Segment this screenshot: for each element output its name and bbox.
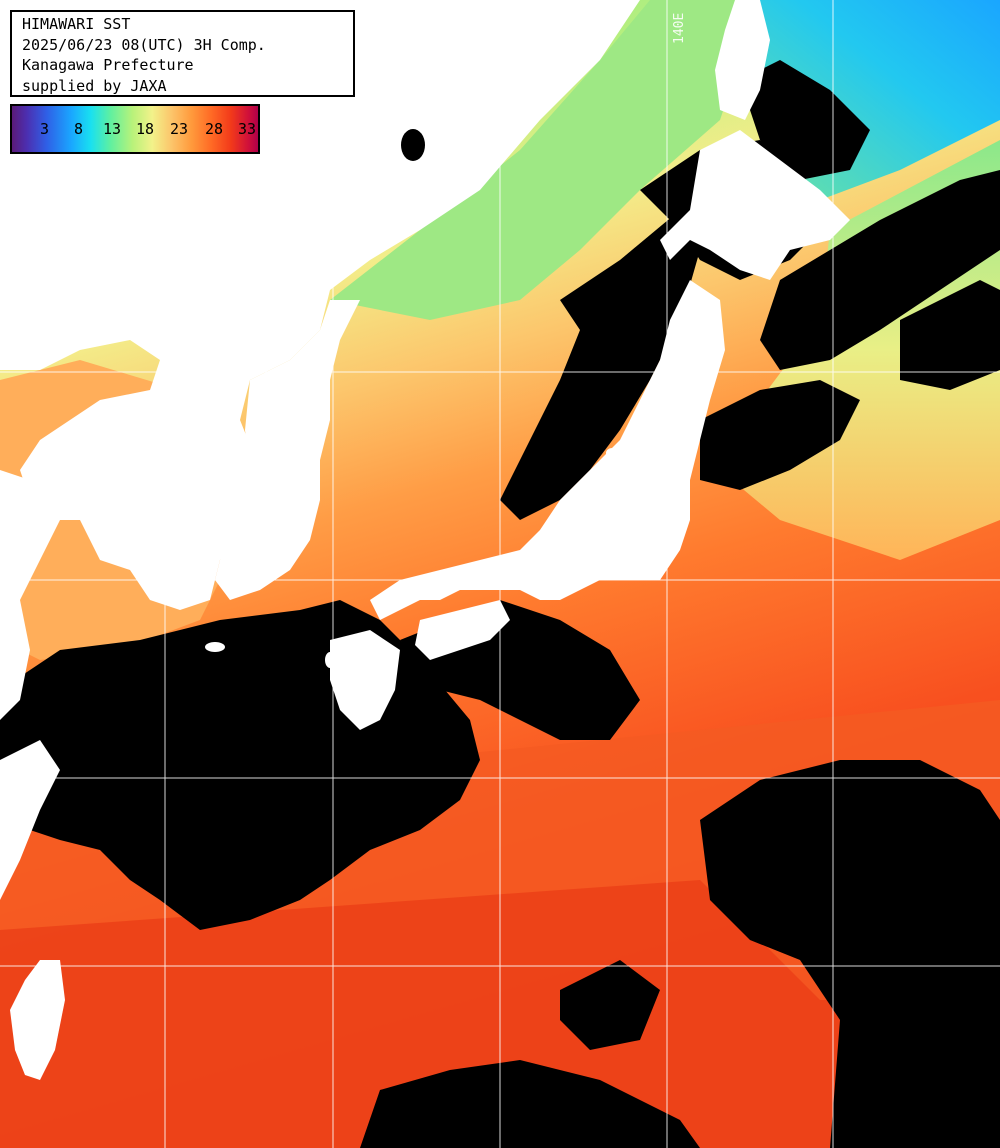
land-taiwan: [10, 960, 65, 1080]
cloud-pacific-north-3: [900, 280, 1000, 390]
grid-label-40n: 40N: [14, 354, 38, 369]
color-scale-label: 3: [40, 120, 50, 138]
cloud-south-patch: [360, 1060, 700, 1148]
land-island-dokdo: [401, 129, 425, 161]
map-region: Kanagawa Prefecture: [22, 56, 194, 74]
land-korea: [215, 300, 360, 600]
land-honshu: [370, 280, 725, 620]
color-scale-label: 8: [74, 120, 84, 138]
sea-japan-north: [330, 0, 760, 320]
cloud-okhotsk-coast: [740, 60, 870, 180]
land-shikoku: [415, 600, 510, 660]
color-scale-label: 13: [103, 120, 122, 138]
color-scale-bar: 3 8 13 18 23 28 33: [10, 104, 260, 154]
land-china-south: [0, 740, 60, 900]
land-sakhalin: [715, 0, 770, 120]
land-jeju: [205, 642, 225, 652]
cloud-pacific-north-1: [760, 170, 1000, 370]
land-hokkaido: [660, 130, 850, 280]
color-scale-label: 18: [136, 120, 155, 138]
land-sado: [606, 448, 618, 458]
cloud-pacific-north-2: [700, 380, 860, 490]
info-box: HIMAWARI SST 2025/06/23 08(UTC) 3H Comp.…: [10, 10, 355, 97]
land-china-coast: [0, 470, 60, 720]
cloud-mid-patch: [560, 960, 660, 1050]
grid-label-140e: 140E: [672, 12, 687, 44]
cloud-sea-japan: [500, 210, 700, 520]
grid-label-30n: 30N: [18, 760, 42, 775]
land-kyushu: [330, 630, 400, 730]
cloud-pacific-east: [700, 760, 1000, 1148]
color-scale-label: 23: [170, 120, 189, 138]
color-scale-labels: 3 8 13 18 23 28 33: [12, 106, 258, 152]
color-scale-label: 33: [238, 120, 257, 138]
color-scale-label: 28: [205, 120, 224, 138]
map-datetime: 2025/06/23 08(UTC) 3H Comp.: [22, 35, 266, 54]
map-supplier: supplied by JAXA: [22, 76, 167, 95]
map-title: HIMAWARI SST: [22, 15, 131, 33]
